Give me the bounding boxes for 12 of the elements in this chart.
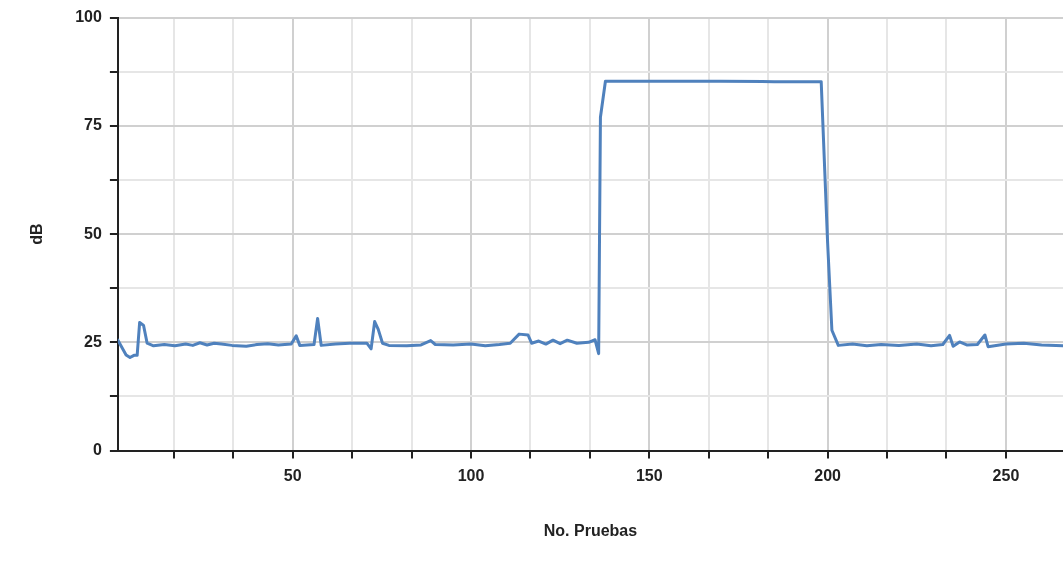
- y-tick-label: 25: [84, 332, 102, 350]
- x-tick-label: 50: [283, 466, 302, 484]
- y-tick-label: 100: [75, 8, 102, 26]
- x-tick-label: 250: [992, 466, 1020, 484]
- x-tick-label: 150: [635, 466, 663, 484]
- x-tick-label: 100: [457, 466, 485, 484]
- y-tick-label: 50: [84, 224, 102, 242]
- x-tick-label: 200: [814, 466, 842, 484]
- y-tick-label: 0: [92, 441, 102, 459]
- y-tick-label: 75: [84, 116, 102, 134]
- x-axis-title: No. Pruebas: [543, 521, 638, 539]
- y-axis-title: dB: [28, 223, 46, 245]
